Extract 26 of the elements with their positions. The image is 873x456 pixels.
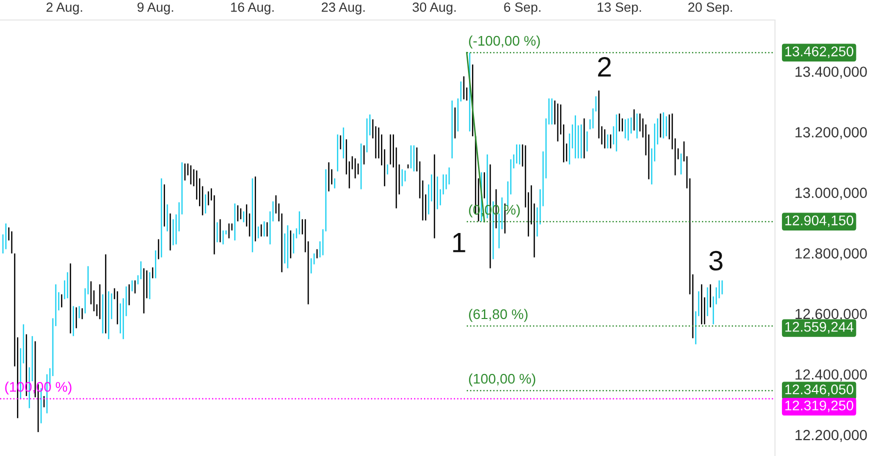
ref-line-label: 12.559,244	[785, 322, 854, 334]
x-tick-label: 6 Sep.	[504, 2, 540, 14]
y-tick-label: 12.400,000	[796, 369, 867, 382]
x-tick-label: 9 Aug.	[137, 2, 174, 14]
annotation: 1	[453, 233, 466, 252]
y-tick-label: 12.200,000	[796, 430, 867, 442]
y-tick-label: 12.800,000	[796, 248, 867, 260]
ref-line-label: 13.462,250	[785, 46, 854, 58]
x-tick-label: 2 Aug.	[46, 2, 82, 14]
y-tick-label: 13.200,000	[796, 127, 867, 140]
x-tick-label: 23 Aug.	[322, 2, 365, 14]
ref-line-label: 12.346,050	[785, 384, 854, 396]
y-tick-label: 12.600,000	[796, 308, 867, 321]
ref-line-label: 12.904,150	[785, 216, 854, 227]
y-tick-label: 13.000,000	[796, 188, 867, 200]
annotation: (100,00 %)	[469, 373, 536, 386]
ref-line-label: 12.319,250	[785, 400, 854, 412]
x-tick-label: 13 Sep.	[598, 2, 641, 14]
x-tick-label: 20 Sep.	[688, 2, 732, 14]
annotation: 2	[598, 57, 611, 76]
y-tick-label: 13.400,000	[796, 66, 867, 79]
annotation: (61,80 %)	[469, 308, 528, 322]
x-tick-label: 30 Aug.	[412, 2, 456, 14]
x-tick-label: 16 Aug.	[231, 2, 274, 14]
annotation: 3	[709, 250, 722, 270]
annotation: (-100,00 %)	[469, 36, 540, 48]
